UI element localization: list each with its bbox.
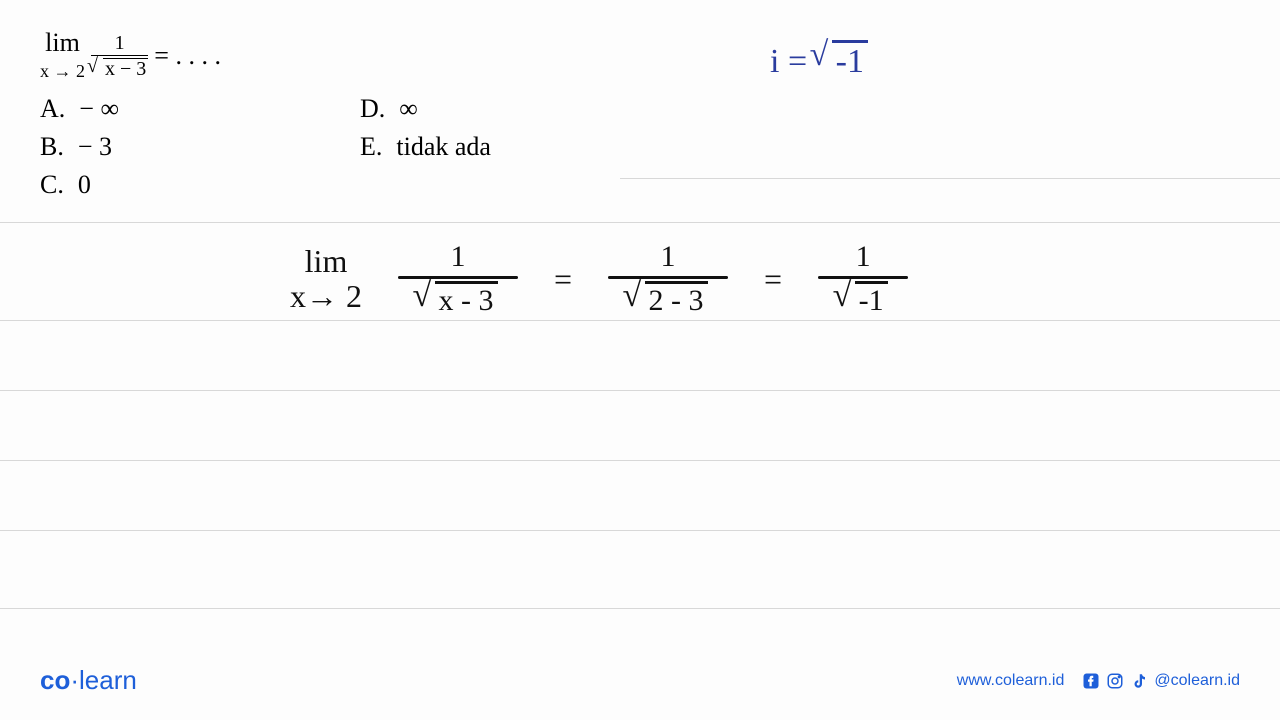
fraction-numerator: 1 bbox=[115, 33, 125, 55]
option-d-text: ∞ bbox=[399, 94, 418, 124]
lim-sub: x → 2 bbox=[40, 61, 85, 81]
option-d: D.∞ bbox=[360, 94, 620, 124]
option-e: E.tidak ada bbox=[360, 132, 620, 162]
question-block: lim x → 2 1 x − 3 = . . . . A.− ∞ D.∞ B.… bbox=[40, 30, 620, 200]
ruled-line bbox=[0, 530, 1280, 531]
fraction-denominator: x − 3 bbox=[91, 55, 148, 79]
hw-equals-2: = bbox=[764, 261, 782, 298]
option-c-text: 0 bbox=[78, 170, 91, 200]
hw-equals-1: = bbox=[554, 261, 572, 298]
hw-frac2-num: 1 bbox=[661, 240, 676, 274]
hw-frac3-num: 1 bbox=[856, 240, 871, 274]
sqrt-radicand: x − 3 bbox=[103, 58, 148, 79]
logo-learn: learn bbox=[79, 665, 137, 695]
option-b: B.− 3 bbox=[40, 132, 360, 162]
hw-fraction-1: 1 x - 3 bbox=[398, 240, 518, 318]
ruled-line bbox=[0, 608, 1280, 609]
option-b-text: − 3 bbox=[78, 132, 112, 162]
footer-url: www.colearn.id bbox=[957, 672, 1065, 690]
lim-notation: lim x → 2 bbox=[40, 30, 85, 82]
option-a: A.− ∞ bbox=[40, 94, 360, 124]
hw-frac1-num: 1 bbox=[451, 240, 466, 274]
lim-label: lim bbox=[45, 28, 80, 57]
facebook-icon bbox=[1082, 672, 1100, 690]
note-sqrt: -1 bbox=[816, 40, 868, 81]
note-sqrt-radicand: -1 bbox=[832, 40, 868, 81]
sqrt-symbol: x − 3 bbox=[91, 58, 148, 79]
limit-expression: lim x → 2 1 x − 3 = . . . . bbox=[40, 30, 620, 82]
handwritten-work: lim x→ 2 1 x - 3 = 1 2 - 3 = 1 -1 bbox=[290, 240, 1160, 318]
brand-logo: co·learn bbox=[40, 665, 137, 696]
option-e-text: tidak ada bbox=[396, 132, 491, 162]
question-fraction: 1 x − 3 bbox=[91, 33, 148, 79]
page: lim x → 2 1 x − 3 = . . . . A.− ∞ D.∞ B.… bbox=[0, 0, 1280, 720]
instagram-icon bbox=[1106, 672, 1124, 690]
options-grid: A.− ∞ D.∞ B.− 3 E.tidak ada C.0 bbox=[40, 94, 620, 200]
ruled-line bbox=[0, 390, 1280, 391]
hw-frac1-den: x - 3 bbox=[419, 281, 498, 318]
equals-dots: = . . . . bbox=[154, 41, 221, 71]
logo-co: co bbox=[40, 665, 70, 695]
tiktok-icon bbox=[1130, 672, 1148, 690]
hw-lim-block: lim x→ 2 bbox=[290, 244, 362, 314]
footer-handle: @colearn.id bbox=[1154, 672, 1240, 690]
social-icons: @colearn.id bbox=[1082, 672, 1240, 690]
ruled-line bbox=[0, 320, 1280, 321]
ruled-line bbox=[0, 222, 1280, 223]
footer-right: www.colearn.id @colearn.id bbox=[957, 672, 1240, 690]
option-a-text: − ∞ bbox=[79, 94, 119, 124]
option-c: C.0 bbox=[40, 170, 360, 200]
hw-lim-label: lim bbox=[305, 244, 348, 279]
logo-dot: · bbox=[70, 665, 79, 695]
hw-fraction-2: 1 2 - 3 bbox=[608, 240, 728, 318]
ruled-line bbox=[0, 460, 1280, 461]
handwritten-note-i: i = -1 bbox=[770, 40, 868, 81]
hw-fraction-3: 1 -1 bbox=[818, 240, 908, 318]
fraction-bar bbox=[818, 276, 908, 279]
hw-frac3-den: -1 bbox=[839, 281, 888, 318]
hw-frac2-den: 2 - 3 bbox=[629, 281, 708, 318]
hw-lim-sub: x→ 2 bbox=[290, 279, 362, 314]
ruled-line bbox=[620, 178, 1280, 179]
footer: co·learn www.colearn.id @colearn.id bbox=[40, 665, 1240, 696]
